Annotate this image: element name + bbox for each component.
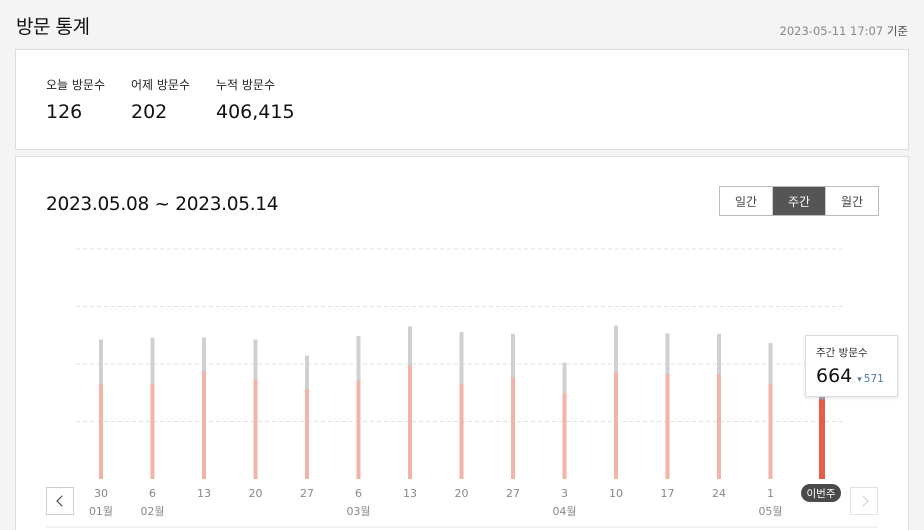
bar-partial[interactable] bbox=[253, 379, 258, 479]
x-tick-label: 20 bbox=[455, 487, 469, 500]
bar-partial[interactable] bbox=[356, 380, 361, 479]
timestamp-suffix: 기준 bbox=[886, 24, 908, 38]
bar-partial[interactable] bbox=[150, 384, 155, 479]
summary-card: 오늘 방문수 126 어제 방문수 202 누적 방문수 406,415 bbox=[15, 49, 909, 150]
timestamp-value: 2023-05-11 17:07 bbox=[779, 24, 884, 38]
current-week-badge[interactable]: 이번주 bbox=[801, 484, 841, 502]
bar-partial[interactable] bbox=[305, 389, 309, 479]
tab-daily[interactable]: 일간 bbox=[720, 187, 773, 215]
stat-total-label: 누적 방문수 bbox=[216, 78, 276, 92]
x-tick-label: 17 bbox=[661, 487, 675, 500]
tooltip-previous-value: 571 bbox=[857, 373, 884, 385]
x-tick-label: 30 bbox=[94, 487, 108, 500]
x-tick-label: 13 bbox=[403, 487, 417, 500]
chevron-left-icon bbox=[55, 495, 68, 507]
bar-partial[interactable] bbox=[717, 373, 721, 479]
chart-tooltip: 주간 방문수 664 571 bbox=[805, 335, 898, 397]
x-tick-label: 24 bbox=[712, 487, 726, 500]
x-tick-label: 1 bbox=[767, 487, 774, 500]
stat-today-label: 오늘 방문수 bbox=[46, 78, 106, 92]
stat-total: 누적 방문수 406,415 bbox=[216, 76, 295, 123]
x-month-label: 01월 bbox=[89, 505, 113, 518]
bar-partial[interactable] bbox=[408, 365, 412, 479]
stat-yesterday: 어제 방문수 202 bbox=[131, 76, 190, 123]
x-month-label: 03월 bbox=[346, 505, 370, 518]
stat-total-value: 406,415 bbox=[216, 101, 295, 123]
period-tabs: 일간 주간 월간 bbox=[719, 186, 879, 216]
bar-partial[interactable] bbox=[459, 384, 464, 479]
date-range: 2023.05.08 ~ 2023.05.14 bbox=[46, 194, 279, 215]
visits-chart: 30 01월 6 02월 13 20 27 6 03월 13 20 27 3 04월 10 17 24 1 05월 bbox=[46, 248, 878, 528]
bar-partial[interactable] bbox=[614, 372, 618, 479]
bar-partial[interactable] bbox=[768, 383, 773, 479]
x-tick-label: 10 bbox=[609, 487, 623, 500]
tab-monthly[interactable]: 월간 bbox=[826, 187, 878, 215]
x-tick-label: 6 bbox=[355, 487, 362, 500]
bar-partial[interactable] bbox=[99, 384, 103, 479]
x-tick-label: 27 bbox=[506, 487, 520, 500]
x-month-label: 02월 bbox=[140, 505, 164, 518]
x-month-label: 04월 bbox=[552, 505, 576, 518]
bar-partial[interactable] bbox=[202, 370, 206, 479]
chevron-right-icon bbox=[856, 495, 869, 507]
tooltip-value: 664 bbox=[816, 365, 853, 387]
tab-weekly[interactable]: 주간 bbox=[773, 187, 826, 215]
bar-partial[interactable] bbox=[562, 393, 567, 479]
stat-yesterday-label: 어제 방문수 bbox=[131, 78, 191, 92]
tooltip-label: 주간 방문수 bbox=[816, 347, 868, 359]
timestamp: 2023-05-11 17:07 기준 bbox=[780, 23, 908, 39]
chart-card: 2023.05.08 ~ 2023.05.14 일간 주간 월간 30 01월 6 0… bbox=[15, 156, 909, 530]
stat-today: 오늘 방문수 126 bbox=[46, 76, 105, 123]
x-tick-label: 20 bbox=[249, 487, 263, 500]
page-title: 방문 통계 bbox=[16, 16, 90, 38]
prev-period-button[interactable] bbox=[46, 487, 74, 515]
x-tick-label: 6 bbox=[149, 487, 156, 500]
next-period-button[interactable] bbox=[850, 487, 878, 515]
x-tick-label: 27 bbox=[300, 487, 314, 500]
stat-today-value: 126 bbox=[46, 101, 83, 123]
stat-yesterday-value: 202 bbox=[131, 101, 168, 123]
x-month-label: 05월 bbox=[758, 505, 782, 518]
bar-partial[interactable] bbox=[511, 377, 515, 479]
tooltip-row: 664 571 bbox=[816, 365, 887, 387]
bar-partial[interactable] bbox=[819, 399, 825, 479]
x-tick-label: 13 bbox=[197, 487, 211, 500]
x-tick-label: 3 bbox=[561, 487, 568, 500]
bar-partial[interactable] bbox=[665, 373, 670, 479]
